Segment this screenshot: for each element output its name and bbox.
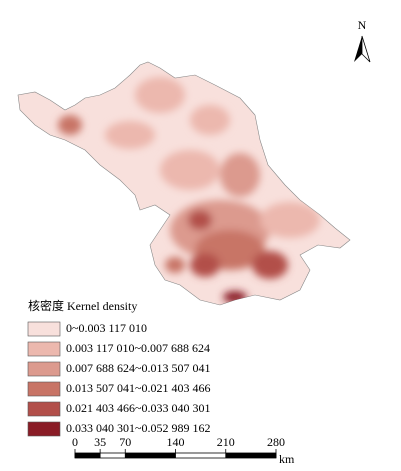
legend-swatch <box>27 341 61 357</box>
scale-tick-label: 280 <box>267 435 285 449</box>
scale-tick-label: 35 <box>94 435 106 449</box>
scale-segment <box>225 453 276 458</box>
scale-tick-label: 0 <box>72 435 78 449</box>
north-label: N <box>358 18 367 32</box>
legend-label: 0.003 117 010~0.007 688 624 <box>66 341 210 355</box>
scale-tick-label: 210 <box>217 435 235 449</box>
legend-label: 0.013 507 041~0.021 403 466 <box>66 381 211 395</box>
legend-label: 0~0.003 117 010 <box>66 321 147 335</box>
legend-label: 0.033 040 301~0.052 989 162 <box>66 421 211 435</box>
legend-swatch <box>27 321 61 337</box>
scale-unit: km <box>279 452 295 466</box>
scale-tick-label: 140 <box>167 435 185 449</box>
north-arrow: N <box>354 18 371 63</box>
scale-tick-label: 70 <box>119 435 131 449</box>
legend-label: 0.007 688 624~0.013 507 041 <box>66 361 211 375</box>
scale-segment <box>125 453 176 458</box>
scale-bar: 0 35 70 140 210 280 km <box>72 435 295 466</box>
legend-swatch <box>27 361 61 377</box>
legend-swatch <box>27 421 61 437</box>
legend-swatch <box>27 381 61 397</box>
province <box>17 61 351 306</box>
legend-label: 0.021 403 466~0.033 040 301 <box>66 401 211 415</box>
scale-segment <box>75 453 101 458</box>
legend: 0~0.003 117 010 0.003 117 010~0.007 688 6… <box>27 321 211 437</box>
legend-title: 核密度 Kernel density <box>28 298 137 313</box>
legend-swatch <box>27 401 61 417</box>
density-surface <box>58 77 320 303</box>
